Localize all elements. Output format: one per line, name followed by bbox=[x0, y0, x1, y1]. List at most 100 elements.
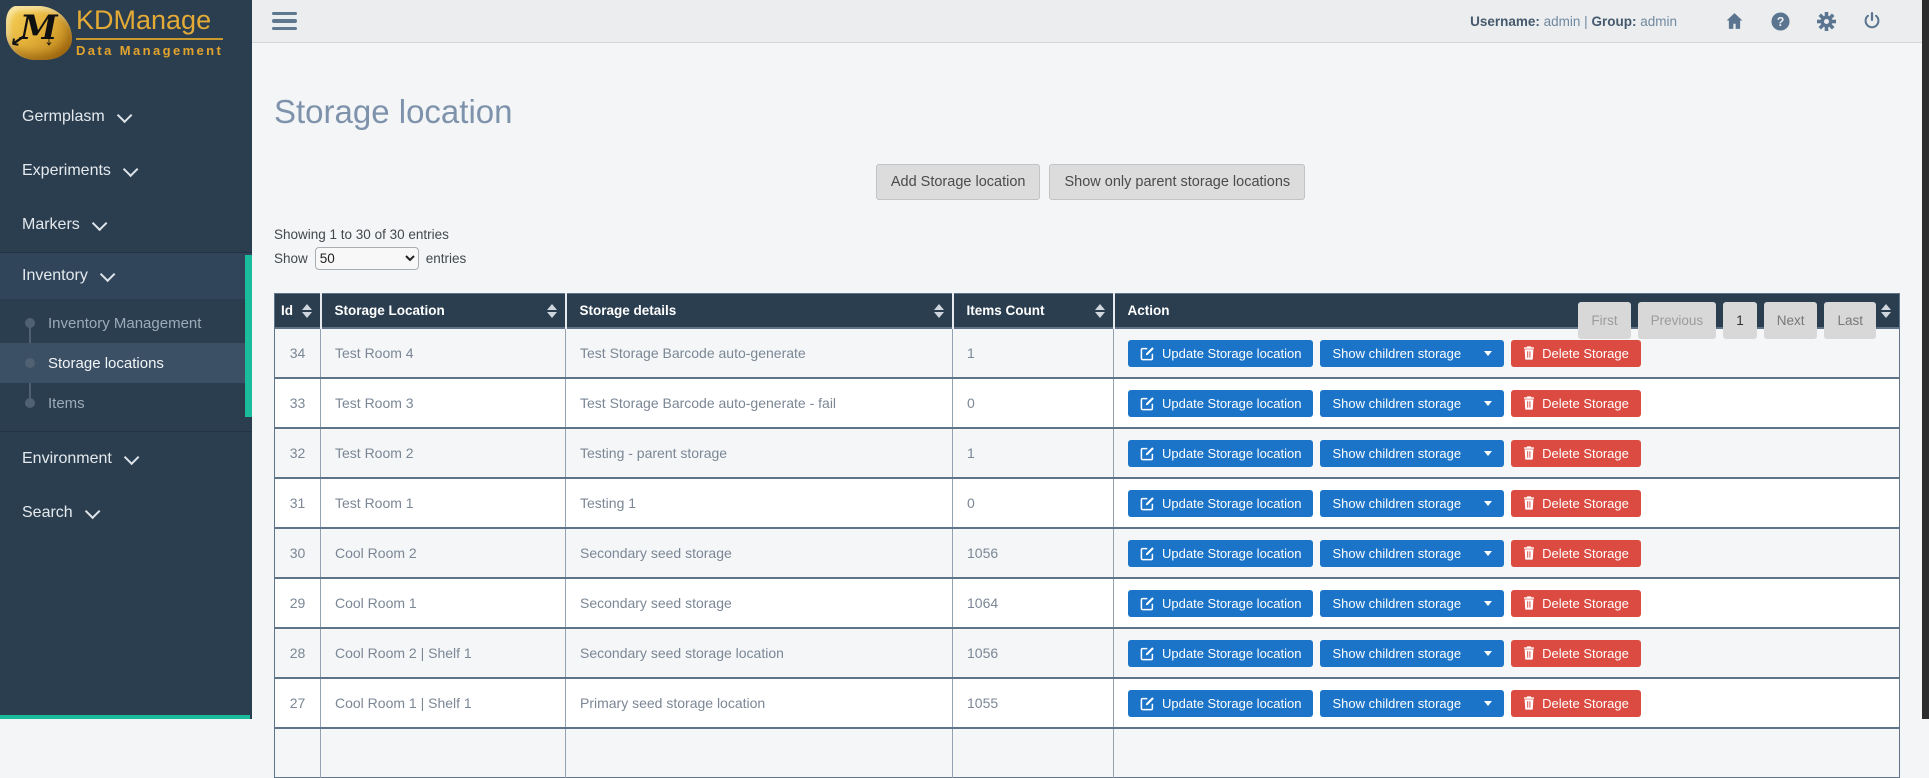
show-parent-storage-button[interactable]: Show only parent storage locations bbox=[1049, 164, 1306, 200]
update-storage-location-button[interactable]: Update Storage location bbox=[1128, 689, 1314, 717]
chevron-down-icon bbox=[122, 161, 139, 177]
brand-tagline: Data Management bbox=[76, 42, 224, 58]
sort-icon bbox=[1881, 303, 1891, 318]
trash-icon bbox=[1524, 596, 1535, 610]
sidebar-item-inventory-management[interactable]: Inventory Management bbox=[0, 303, 252, 343]
sidebar-item-germplasm[interactable]: Germplasm bbox=[0, 90, 252, 144]
trash-icon bbox=[1524, 446, 1535, 460]
delete-storage-button[interactable]: Delete Storage bbox=[1511, 639, 1641, 667]
show-children-storage-button[interactable]: Show children storage bbox=[1320, 589, 1505, 617]
edit-icon bbox=[1140, 696, 1154, 710]
caret-down-icon bbox=[1484, 700, 1493, 706]
chevron-down-icon bbox=[116, 107, 133, 123]
update-storage-location-button[interactable]: Update Storage location bbox=[1128, 639, 1314, 667]
sidebar-item-storage-locations[interactable]: Storage locations bbox=[0, 343, 252, 383]
caret-down-icon bbox=[1484, 450, 1493, 456]
column-header-storage-location[interactable]: Storage Location bbox=[319, 293, 566, 328]
update-storage-location-button[interactable]: Update Storage location bbox=[1128, 589, 1314, 617]
pagination-next-button[interactable]: Next bbox=[1763, 302, 1818, 339]
update-storage-location-button[interactable]: Update Storage location bbox=[1128, 539, 1314, 567]
edit-icon bbox=[1140, 596, 1154, 610]
cell-items-count: 1056 bbox=[952, 527, 1114, 578]
show-children-storage-button[interactable]: Show children storage bbox=[1320, 639, 1505, 667]
sidebar-item-items[interactable]: Items bbox=[0, 383, 252, 423]
power-icon[interactable] bbox=[1849, 12, 1895, 30]
sidebar-item-experiments[interactable]: Experiments bbox=[0, 144, 252, 198]
cell-storage-details: Secondary seed storage location bbox=[565, 627, 953, 678]
edit-icon bbox=[1140, 446, 1154, 460]
cell-items-count: 1056 bbox=[952, 627, 1114, 678]
pagination-first-button[interactable]: First bbox=[1578, 302, 1631, 339]
show-children-storage-button[interactable]: Show children storage bbox=[1320, 389, 1505, 417]
cell-storage-details: Test Storage Barcode auto-generate - fai… bbox=[565, 377, 953, 428]
app-logo[interactable]: M ↙ ↓ KDManage Data Management bbox=[0, 0, 252, 64]
help-icon[interactable]: ? bbox=[1757, 11, 1803, 31]
caret-down-icon bbox=[1484, 400, 1493, 406]
cell-storage-location: Test Room 4 bbox=[320, 327, 566, 378]
show-children-storage-button[interactable]: Show children storage bbox=[1320, 689, 1505, 717]
page-size-select[interactable]: 50 bbox=[314, 247, 419, 270]
trash-icon bbox=[1524, 546, 1535, 560]
column-header-items-count[interactable]: Items Count bbox=[951, 293, 1114, 328]
cell-storage-location: Cool Room 2 | Shelf 1 bbox=[320, 627, 566, 678]
show-children-storage-button[interactable]: Show children storage bbox=[1320, 339, 1505, 367]
cell-id: 31 bbox=[274, 477, 321, 528]
storage-locations-table: Id Storage Location Storage details Item… bbox=[274, 293, 1900, 778]
sidebar-item-inventory[interactable]: Inventory bbox=[0, 253, 252, 299]
column-header-storage-details[interactable]: Storage details bbox=[564, 293, 953, 328]
cell-storage-details: Testing 1 bbox=[565, 477, 953, 528]
cell-storage-details: Test Storage Barcode auto-generate bbox=[565, 327, 953, 378]
topbar: Username: admin | Group: admin ? bbox=[252, 0, 1929, 43]
delete-storage-button[interactable]: Delete Storage bbox=[1511, 689, 1641, 717]
update-storage-location-button[interactable]: Update Storage location bbox=[1128, 389, 1314, 417]
cell-storage-location: Test Room 2 bbox=[320, 427, 566, 478]
delete-storage-button[interactable]: Delete Storage bbox=[1511, 389, 1641, 417]
cell-storage-location: Test Room 1 bbox=[320, 477, 566, 528]
edit-icon bbox=[1140, 346, 1154, 360]
table-row: 27 Cool Room 1 | Shelf 1 Primary seed st… bbox=[274, 677, 1900, 728]
caret-down-icon bbox=[1484, 650, 1493, 656]
sidebar-scrollbar-horizontal[interactable] bbox=[0, 715, 250, 719]
pagination-previous-button[interactable]: Previous bbox=[1637, 302, 1717, 339]
add-storage-location-button[interactable]: Add Storage location bbox=[875, 164, 1041, 200]
column-header-id[interactable]: Id bbox=[274, 293, 321, 328]
sidebar-item-environment[interactable]: Environment bbox=[0, 432, 252, 486]
delete-storage-button[interactable]: Delete Storage bbox=[1511, 539, 1641, 567]
settings-icon[interactable] bbox=[1803, 11, 1849, 31]
menu-toggle-button[interactable] bbox=[268, 8, 301, 35]
sort-icon bbox=[546, 303, 557, 318]
show-children-storage-button[interactable]: Show children storage bbox=[1320, 489, 1505, 517]
show-children-storage-button[interactable]: Show children storage bbox=[1320, 539, 1505, 567]
bullet-icon bbox=[25, 358, 35, 368]
home-icon[interactable] bbox=[1711, 12, 1757, 30]
svg-text:?: ? bbox=[1776, 14, 1784, 28]
cell-id: 33 bbox=[274, 377, 321, 428]
sidebar-scrollbar-vertical[interactable] bbox=[245, 255, 252, 417]
edit-icon bbox=[1140, 396, 1154, 410]
table-row: 30 Cool Room 2 Secondary seed storage 10… bbox=[274, 527, 1900, 578]
pagination-page-1-button[interactable]: 1 bbox=[1723, 302, 1757, 339]
delete-storage-button[interactable]: Delete Storage bbox=[1511, 489, 1641, 517]
bullet-icon bbox=[25, 318, 35, 328]
edit-icon bbox=[1140, 646, 1154, 660]
table-row: 28 Cool Room 2 | Shelf 1 Secondary seed … bbox=[274, 627, 1900, 678]
brand-name: KDManage bbox=[76, 6, 224, 40]
update-storage-location-button[interactable]: Update Storage location bbox=[1128, 489, 1314, 517]
update-storage-location-button[interactable]: Update Storage location bbox=[1128, 339, 1314, 367]
cell-storage-location: Cool Room 1 bbox=[320, 577, 566, 628]
chevron-down-icon bbox=[91, 215, 108, 231]
cell-items-count: 1 bbox=[952, 327, 1114, 378]
sidebar-item-search[interactable]: Search bbox=[0, 486, 252, 540]
showing-entries-text: Showing 1 to 30 of 30 entries bbox=[274, 227, 449, 242]
delete-storage-button[interactable]: Delete Storage bbox=[1511, 339, 1641, 367]
sidebar-item-markers[interactable]: Markers bbox=[0, 198, 252, 252]
cell-items-count: 1055 bbox=[952, 677, 1114, 728]
bullet-icon bbox=[25, 398, 35, 408]
pagination-last-button[interactable]: Last bbox=[1824, 302, 1876, 339]
show-children-storage-button[interactable]: Show children storage bbox=[1320, 439, 1505, 467]
update-storage-location-button[interactable]: Update Storage location bbox=[1128, 439, 1314, 467]
delete-storage-button[interactable]: Delete Storage bbox=[1511, 439, 1641, 467]
delete-storage-button[interactable]: Delete Storage bbox=[1511, 589, 1641, 617]
pagination: First Previous 1 Next Last bbox=[1578, 302, 1876, 339]
cell-storage-location: Test Room 3 bbox=[320, 377, 566, 428]
